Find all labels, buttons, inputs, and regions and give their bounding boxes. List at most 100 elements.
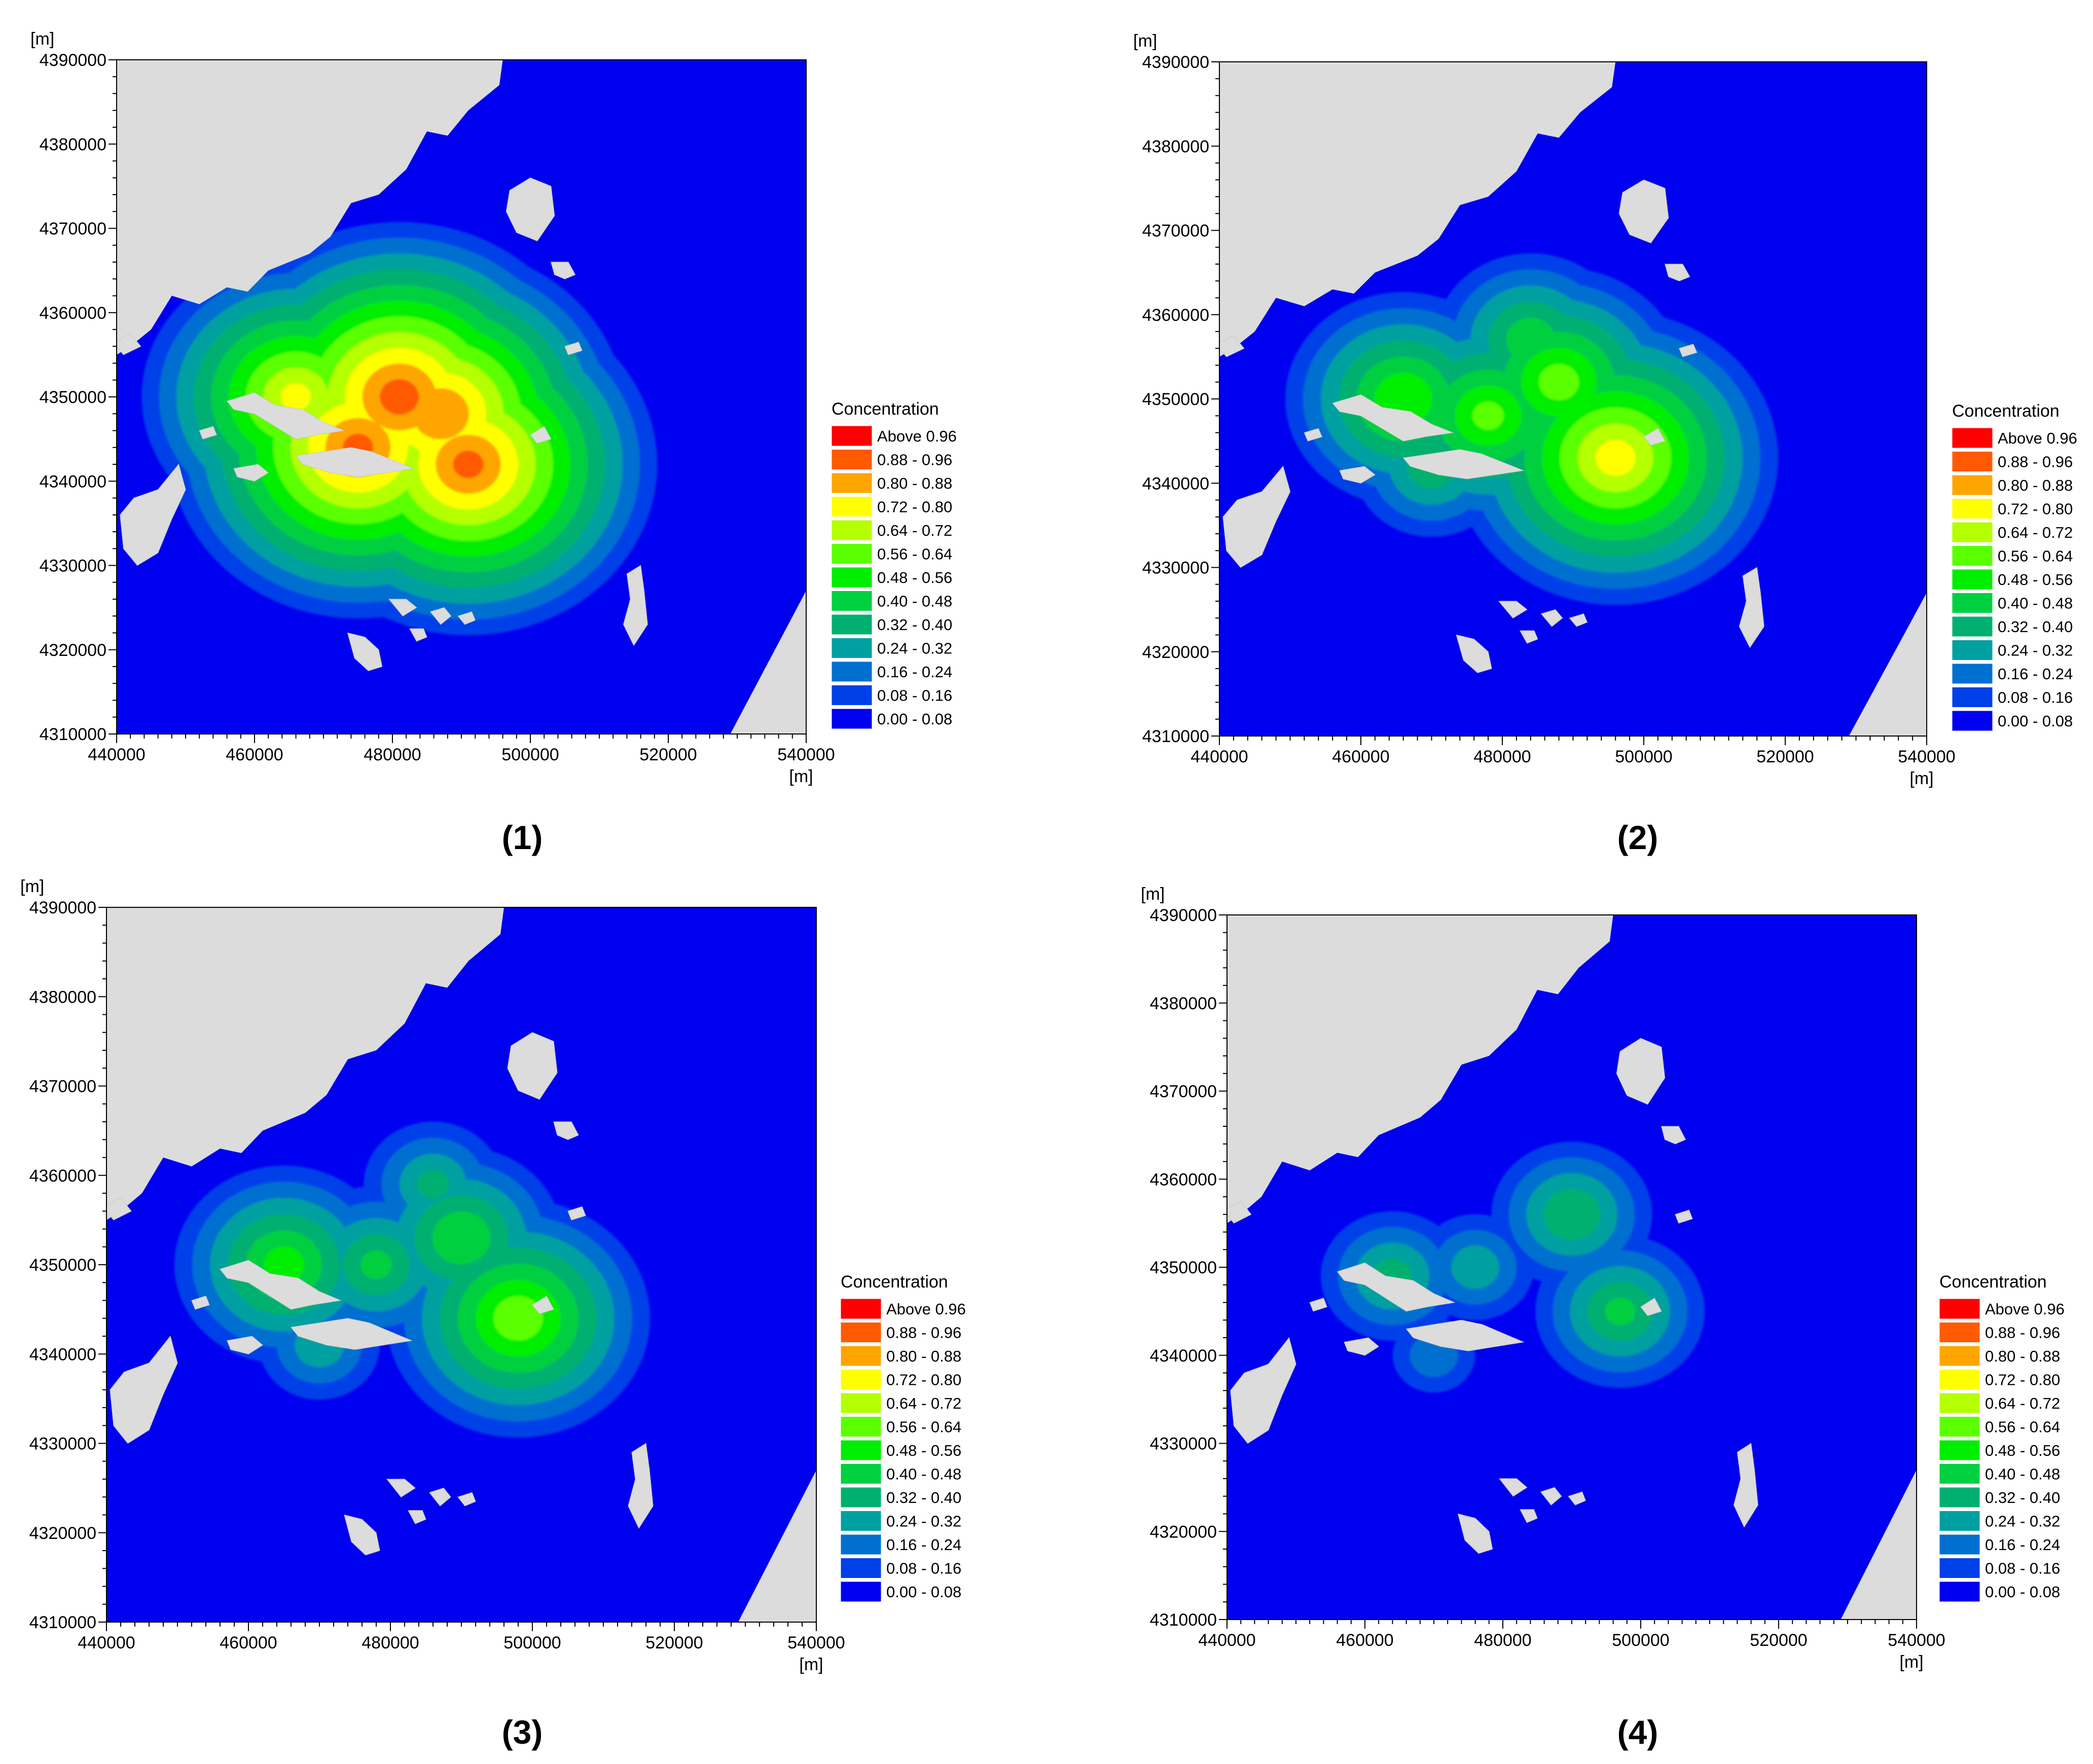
x-tick-label: 520000 [1750,1631,1807,1650]
island [1643,428,1666,446]
legend-swatch [1939,1298,1980,1319]
legend-swatch [840,1345,882,1367]
island [507,1032,558,1100]
contour-band [412,388,469,439]
legend-label: Above 0.96 [877,427,957,445]
island [1520,630,1538,644]
legend: Concentration Above 0.96 0.88 - 0.96 0.80 -… [840,1272,966,1602]
island [1304,428,1322,442]
legend-swatch [1939,1392,1980,1414]
legend-swatch [1952,687,1993,708]
legend-label: 0.72 - 0.80 [1998,500,2073,518]
x-tick-label: 500000 [503,1633,561,1652]
legend-swatch [840,1463,882,1484]
mainland [1219,62,1616,357]
legend-swatch [840,1416,882,1437]
legend-swatch [840,1322,882,1343]
legend-label: 0.32 - 0.40 [1985,1489,2060,1506]
island [1219,335,1245,357]
contour-band [264,1246,304,1283]
legend-swatch [1952,616,1993,637]
legend-label: 0.00 - 0.08 [877,710,952,728]
legend-label: 0.64 - 0.72 [877,522,952,539]
island [457,611,476,625]
y-tick-label: 4390000 [40,51,106,70]
legend-label: 0.32 - 0.40 [1998,618,2073,636]
legend-swatch [1939,1322,1980,1343]
island [409,628,427,642]
y-tick-label: 4390000 [1150,906,1217,925]
x-tick-label: 540000 [1898,747,1955,766]
y-tick-label: 4310000 [1150,1610,1217,1630]
panel-caption: (3) [502,1713,543,1751]
legend-swatch [1952,522,1993,543]
y-tick-label: 4390000 [1142,53,1209,72]
legend-swatch [840,1534,882,1555]
x-tick-label: 480000 [362,1633,419,1652]
island [553,1121,579,1140]
island [199,426,217,439]
legend-swatch [831,638,873,658]
legend-label: 0.80 - 0.88 [1985,1347,2060,1365]
island [233,464,269,482]
mainland [106,907,504,1220]
legend-title: Concentration [1952,401,2060,421]
island [191,1296,210,1310]
x-tick-label: 520000 [639,745,697,764]
mainland [117,60,503,355]
y-tick-label: 4380000 [29,987,96,1007]
island [1568,1491,1586,1505]
island [1679,344,1698,357]
island [623,565,648,646]
island [1540,609,1563,627]
island [1339,466,1376,484]
y-tick-label: 4340000 [1142,474,1209,493]
island [1405,1319,1525,1351]
legend-swatch [840,1511,882,1531]
y-tick-label: 4320000 [1142,643,1209,662]
mainland-southeast [730,591,806,734]
legend-swatch [1952,569,1993,590]
legend-swatch [831,708,873,729]
island [1569,613,1588,627]
legend-swatch [840,1369,882,1390]
y-tick-label: 4350000 [1142,390,1209,409]
y-tick-label: 4330000 [29,1435,96,1454]
legend-swatch [1952,663,1993,684]
contour-band [1451,1245,1499,1289]
x-tick-label: 540000 [777,745,835,764]
legend-swatch [1952,498,1993,519]
legend-swatch [831,661,873,682]
legend-label: 0.08 - 0.16 [877,687,952,705]
legend-label: 0.08 - 0.16 [1985,1560,2060,1577]
island [1230,1337,1296,1444]
legend-swatch [1952,710,1993,731]
x-axis-unit: [m] [1909,769,1933,788]
legend-label: 0.32 - 0.40 [886,1489,961,1506]
island [1640,1298,1662,1316]
island [344,1514,380,1556]
legend-label: 0.64 - 0.72 [1998,524,2073,541]
contour-band [1595,439,1636,476]
contour-band [1543,1189,1600,1240]
legend-swatch [1952,640,1993,660]
legend-label: 0.48 - 0.56 [877,569,952,586]
y-tick-label: 4340000 [29,1345,96,1364]
x-tick-label: 460000 [1332,747,1389,766]
legend-label: 0.00 - 0.08 [1985,1583,2060,1601]
contour-band [453,450,484,479]
island [408,1510,426,1524]
x-tick-label: 500000 [501,745,559,764]
island [1332,394,1454,442]
x-tick-label: 540000 [1888,1631,1945,1650]
x-tick-label: 460000 [220,1633,277,1652]
legend-title: Concentration [1939,1272,2047,1292]
legend-swatch [1939,1511,1980,1531]
island [506,177,555,242]
x-tick-label: 500000 [1615,747,1672,766]
y-axis-unit: [m] [1133,31,1157,51]
legend-label: 0.24 - 0.32 [886,1513,961,1530]
island [1499,1478,1528,1497]
legend-swatch [831,614,873,635]
legend-label: 0.40 - 0.48 [1985,1465,2060,1483]
